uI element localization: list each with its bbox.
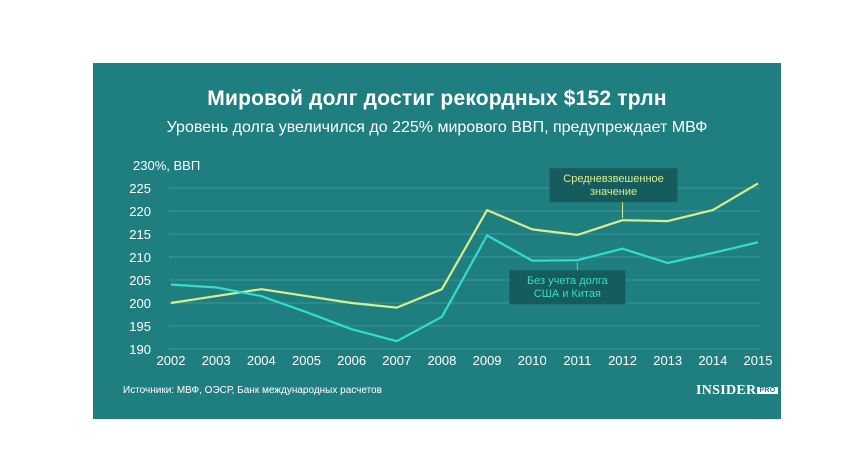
grid-lines	[169, 187, 760, 350]
y-tick-label: 225	[129, 181, 151, 196]
x-tick-label: 2010	[518, 353, 547, 368]
x-tick-label: 2012	[608, 353, 637, 368]
annotation-label: Средневзвешенное	[563, 173, 663, 185]
y-tick-label: 215	[129, 227, 151, 242]
x-tick-label: 2009	[473, 353, 502, 368]
x-tick-label: 2005	[292, 353, 321, 368]
y-tick-label: 190	[129, 342, 151, 357]
x-tick-label: 2011	[563, 353, 591, 368]
y-tick-label: 200	[129, 296, 151, 311]
chart-card: Мировой долг достиг рекордных $152 трлн …	[93, 63, 781, 419]
annotation-box-weighted	[549, 168, 678, 203]
insider-pro-logo: INSIDER PRO	[696, 383, 778, 399]
x-tick-label: 2006	[337, 353, 366, 368]
x-tick-label: 2015	[744, 353, 773, 368]
series-line-ex_us_china	[170, 234, 759, 343]
x-tick-label: 2014	[698, 353, 727, 368]
annotation-label: Без учета долга	[527, 275, 609, 287]
x-tick-label: 2007	[382, 353, 411, 368]
y-tick-label: 205	[129, 273, 151, 288]
x-tick-label: 2002	[157, 353, 186, 368]
logo-text: INSIDER	[696, 383, 757, 398]
annotation-box-ex_us_china	[509, 270, 626, 305]
series-line-weighted	[170, 182, 759, 309]
y-tick-label: 210	[129, 250, 151, 265]
annotation-label: США и Китая	[534, 288, 601, 300]
y-tick-label: 220	[129, 204, 151, 219]
source-note: Источники: МВФ, ОЭСР, Банк международных…	[123, 385, 382, 396]
x-tick-label: 2004	[247, 353, 276, 368]
y-axis-unit-label: 230%, ВВП	[133, 158, 200, 173]
y-tick-label: 195	[129, 319, 151, 334]
logo-badge: PRO	[757, 387, 778, 394]
annotation-label: значение	[590, 186, 637, 198]
series-lines	[170, 182, 759, 343]
chart-subtitle: Уровень долга увеличился до 225% мировог…	[166, 119, 708, 136]
x-tick-label: 2013	[653, 353, 682, 368]
x-tick-label: 2008	[427, 353, 456, 368]
y-axis-ticks: 190 195 200 205 210 215 220 225 230%, ВВП	[129, 158, 200, 357]
x-tick-label: 2003	[202, 353, 231, 368]
chart-title: Мировой долг достиг рекордных $152 трлн	[207, 87, 667, 110]
x-axis-ticks: 2002 2003 2004 2005 2006 2007 2008 2009 2010 2011…	[157, 353, 773, 368]
